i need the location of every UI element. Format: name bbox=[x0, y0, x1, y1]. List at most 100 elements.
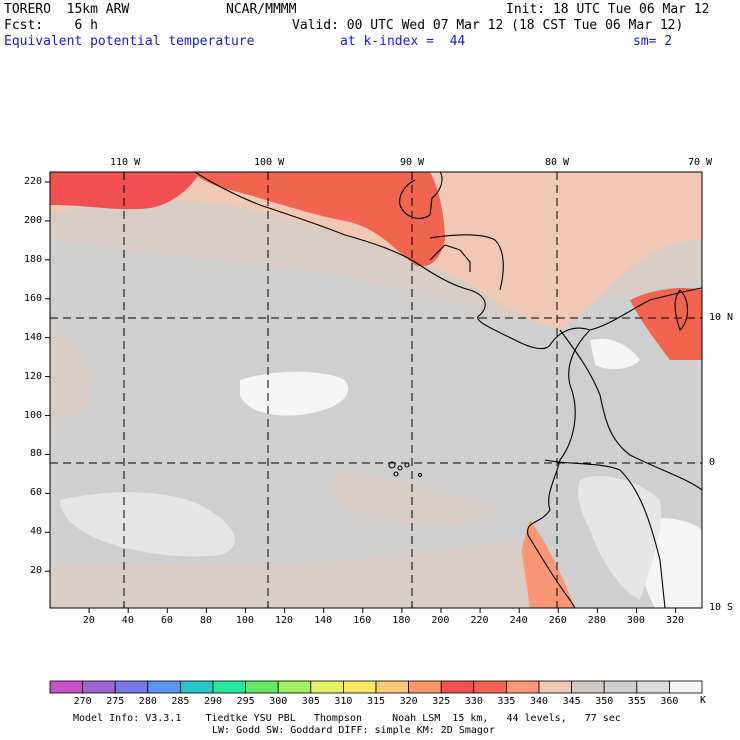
colorbar-swatch bbox=[212, 680, 246, 694]
field-region-white2 bbox=[60, 492, 235, 557]
colorbar-swatch bbox=[310, 680, 344, 694]
x-tick-label: 200 bbox=[431, 615, 450, 626]
colorbar-swatch bbox=[669, 680, 703, 694]
colorbar-swatch bbox=[49, 680, 83, 694]
y-tick-label: 120 bbox=[24, 370, 43, 382]
y-tick-label: 140 bbox=[24, 331, 43, 343]
grid-lines bbox=[50, 172, 702, 608]
x-tick-label: 20 bbox=[82, 615, 95, 626]
field-region-white1 bbox=[240, 371, 348, 416]
field-region-beige3 bbox=[50, 330, 94, 425]
x-tick-label: 240 bbox=[509, 615, 528, 626]
colorbar-unit: K bbox=[700, 695, 707, 706]
colorbar-label: 360 bbox=[660, 696, 679, 707]
y-tick-label: 180 bbox=[24, 253, 43, 265]
x-tick-label: 300 bbox=[626, 615, 645, 626]
x-tick-label: 80 bbox=[200, 615, 213, 626]
x-tick-label: 60 bbox=[160, 615, 173, 626]
field-region-light1 bbox=[578, 476, 661, 600]
x-tick-label: 140 bbox=[314, 615, 333, 626]
forecast-hour: Fcst: 6 h bbox=[4, 18, 98, 33]
y-tick-label: 40 bbox=[30, 526, 43, 538]
y-tick-label: 220 bbox=[24, 176, 43, 187]
model-info-line2: LW: Godd SW: Goddard DIFF: simple KM: 2D… bbox=[212, 725, 495, 736]
field-region-beige4 bbox=[329, 470, 500, 526]
field-layer bbox=[50, 172, 702, 608]
smoothing: sm= 2 bbox=[633, 34, 673, 49]
lon-label-70w: 70 W bbox=[688, 157, 713, 168]
colorbar-label: 280 bbox=[138, 696, 157, 707]
model-info-line1: Model Info: V3.3.1 Tiedtke YSU PBL Thomp… bbox=[73, 713, 621, 724]
colorbar-swatch bbox=[505, 680, 540, 694]
colorbar-label: 345 bbox=[562, 696, 581, 707]
colorbar-label: 295 bbox=[236, 696, 255, 707]
field-name: Equivalent potential temperature bbox=[4, 34, 255, 49]
x-tick-label: 100 bbox=[235, 615, 254, 626]
field-region-red2 bbox=[190, 172, 445, 267]
colorbar-swatch bbox=[473, 680, 507, 694]
init-time: Init: 18 UTC Tue 06 Mar 12 bbox=[506, 2, 710, 17]
model-name: TORERO 15km ARW bbox=[4, 2, 130, 17]
lat-label-10s: 10 S bbox=[709, 602, 734, 613]
x-tick-label: 260 bbox=[548, 615, 567, 626]
y-tick-label: 160 bbox=[24, 292, 43, 304]
field-region-warm1 bbox=[50, 172, 702, 330]
colorbar-label: 350 bbox=[595, 696, 614, 707]
lat-label-0: 0 bbox=[709, 457, 716, 468]
colorbar-label: 290 bbox=[204, 696, 223, 707]
colorbar-swatch bbox=[538, 680, 572, 694]
y-tick-label: 80 bbox=[30, 448, 43, 460]
colorbar-label: 340 bbox=[530, 696, 549, 707]
x-tick-label: 180 bbox=[392, 615, 411, 626]
field-region-red3 bbox=[630, 288, 702, 360]
x-tick-label: 220 bbox=[470, 615, 489, 626]
colorbar-label: 330 bbox=[464, 696, 483, 707]
y-tick-label: 200 bbox=[24, 214, 43, 226]
lat-label-10n: 10 N bbox=[709, 312, 734, 323]
x-tick-label: 120 bbox=[275, 615, 294, 626]
colorbar-label: 300 bbox=[269, 696, 288, 707]
colorbar-label: 335 bbox=[497, 696, 516, 707]
colorbar-label: 305 bbox=[301, 696, 320, 707]
colorbar-label: 320 bbox=[399, 696, 418, 707]
colorbar-swatch bbox=[342, 680, 377, 694]
x-tick-label: 40 bbox=[121, 615, 134, 626]
x-tick-label: 280 bbox=[587, 615, 606, 626]
colorbar-swatch bbox=[114, 680, 149, 694]
colorbar-swatch bbox=[571, 680, 605, 694]
y-tick-label: 20 bbox=[30, 565, 43, 577]
y-tick-label: 100 bbox=[24, 409, 43, 421]
x-tick-label: 160 bbox=[353, 615, 372, 626]
colorbar-swatch bbox=[147, 680, 181, 694]
colorbar-label: 325 bbox=[432, 696, 451, 707]
colorbar-label: 355 bbox=[627, 696, 646, 707]
colorbar-swatch bbox=[277, 680, 312, 694]
lon-label-90w: 90 W bbox=[400, 157, 425, 168]
lon-label-80w: 80 W bbox=[545, 157, 570, 168]
colorbar-swatch bbox=[375, 680, 409, 694]
lon-label-110w: 110 W bbox=[110, 157, 141, 168]
level-index: at k-index = 44 bbox=[340, 34, 466, 49]
colorbar-swatch bbox=[408, 680, 442, 694]
field-region-beige2 bbox=[50, 540, 530, 608]
colorbar-label: 315 bbox=[367, 696, 386, 707]
colorbar-label: 310 bbox=[334, 696, 353, 707]
colorbar-swatch bbox=[82, 680, 116, 694]
valid-time: Valid: 00 UTC Wed 07 Mar 12 (18 CST Tue … bbox=[292, 18, 684, 33]
colorbar-label: 285 bbox=[171, 696, 190, 707]
colorbar-swatch bbox=[440, 680, 475, 694]
y-tick-label: 60 bbox=[30, 487, 43, 499]
colorbar-label: 270 bbox=[73, 696, 92, 707]
field-region-light2 bbox=[590, 338, 640, 370]
center-name: NCAR/MMMM bbox=[226, 2, 297, 17]
lon-label-100w: 100 W bbox=[254, 157, 285, 168]
colorbar-swatch bbox=[636, 680, 670, 694]
colorbar-label: 275 bbox=[106, 696, 125, 707]
colorbar-swatch bbox=[603, 680, 638, 694]
colorbar-swatch bbox=[245, 680, 279, 694]
colorbar-swatch bbox=[179, 680, 214, 694]
colorbar bbox=[49, 680, 703, 694]
field-region-red1 bbox=[50, 172, 200, 210]
plot-frame bbox=[49, 171, 703, 609]
